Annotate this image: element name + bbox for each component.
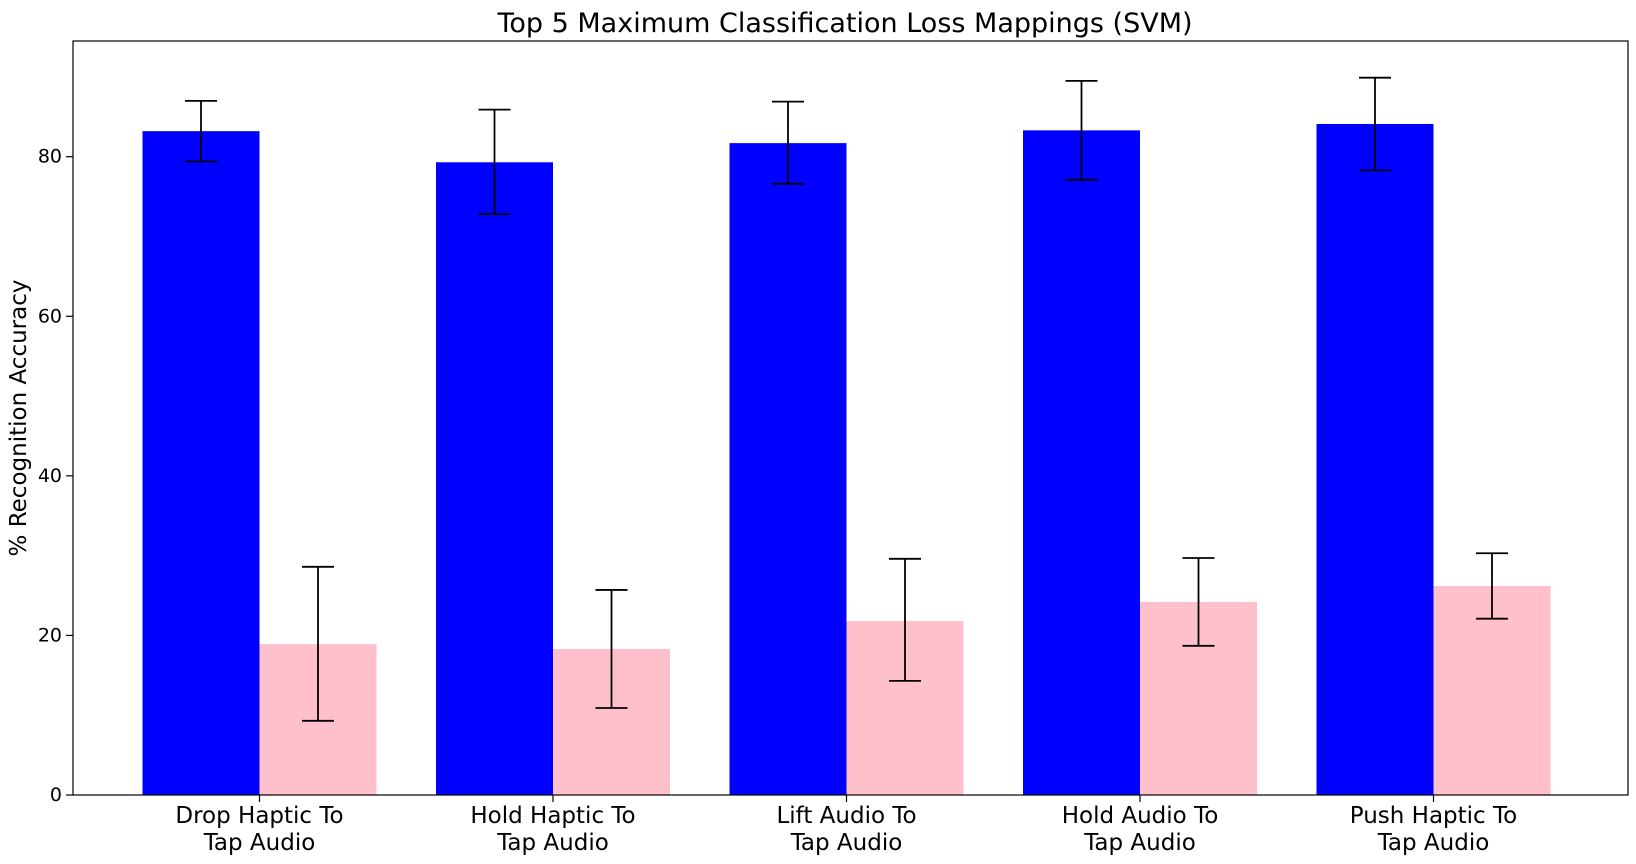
- bar-series1-4: [1023, 130, 1140, 795]
- bar-series1-2: [436, 162, 553, 795]
- y-tick-label: 80: [38, 146, 62, 168]
- bar-series1-5: [1316, 123, 1434, 795]
- error-bar-series1-1: [185, 99, 217, 163]
- y-tick-label: 40: [38, 465, 62, 487]
- x-tick-label-line: Lift Audio To: [776, 803, 916, 829]
- y-axis-label: % Recognition Accuracy: [6, 280, 32, 557]
- error-bar-series2-2: [595, 589, 628, 709]
- x-tick-label: Lift Audio To Tap Audio: [776, 803, 916, 856]
- error-bar-series1-3: [772, 100, 804, 185]
- x-tick-label: Hold Haptic To Tap Audio: [470, 803, 635, 856]
- x-tick-label: Drop Haptic To Tap Audio: [175, 803, 343, 856]
- bar-series2-5: [1433, 585, 1551, 795]
- x-tick-label-line: Hold Haptic To: [470, 803, 635, 829]
- x-tick-label: Push Haptic To Tap Audio: [1350, 803, 1517, 856]
- y-tick-label: 60: [38, 305, 62, 327]
- bar-series1-1: [142, 131, 260, 796]
- error-bar-series1-4: [1065, 79, 1098, 181]
- error-bar-series2-1: [302, 565, 334, 722]
- x-tick-label-line: Tap Audio: [203, 830, 316, 856]
- x-tick-label-line: Drop Haptic To: [175, 803, 343, 829]
- error-bar-series2-4: [1182, 557, 1215, 647]
- x-tick-label-line: Hold Audio To: [1062, 803, 1219, 829]
- y-tick-label: 0: [50, 784, 62, 806]
- chart-title: Top 5 Maximum Classification Loss Mappin…: [496, 8, 1192, 39]
- x-tick-label-line: Tap Audio: [1377, 830, 1490, 856]
- x-tick-label-line: Push Haptic To: [1350, 803, 1517, 829]
- bar-series1-3: [729, 143, 847, 796]
- x-tick-label: Hold Audio To Tap Audio: [1062, 803, 1219, 856]
- axes-frame: [72, 40, 1629, 796]
- error-bar-series1-5: [1359, 76, 1391, 172]
- error-bar-series2-3: [889, 557, 921, 682]
- x-tick-label-line: Tap Audio: [1083, 830, 1196, 856]
- x-tick-label-line: Tap Audio: [496, 830, 609, 856]
- error-bar-series1-2: [478, 108, 511, 216]
- error-bar-series2-5: [1476, 552, 1508, 620]
- y-tick-label: 20: [38, 624, 62, 646]
- x-tick-label-line: Tap Audio: [790, 830, 903, 856]
